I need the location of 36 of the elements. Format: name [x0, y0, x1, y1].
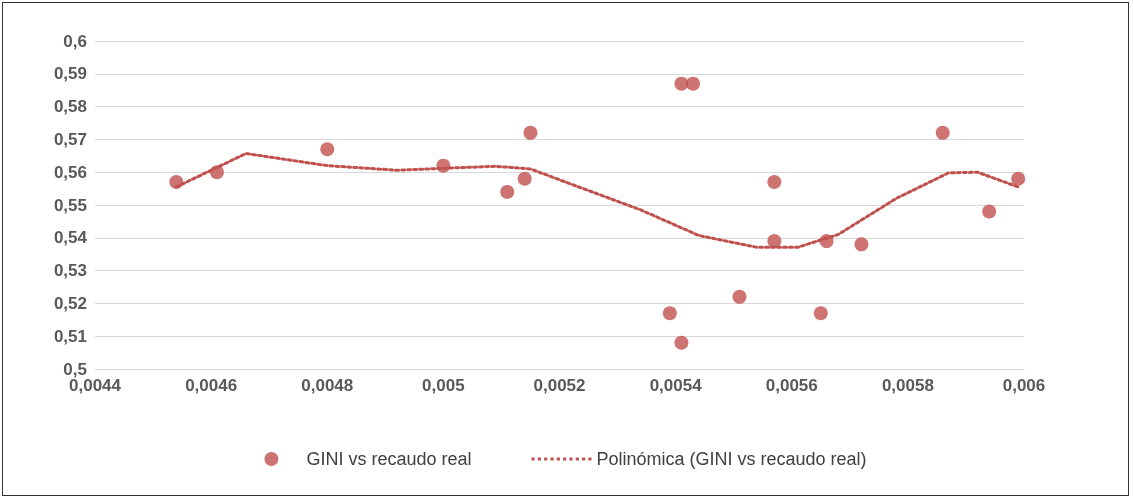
point — [732, 289, 747, 304]
y-tick-label: 0,56 — [53, 162, 87, 182]
point — [1011, 171, 1026, 186]
point — [767, 234, 782, 249]
y-tick-label: 0,51 — [53, 326, 87, 346]
x-tick-label: 0,0054 — [649, 376, 703, 395]
point — [935, 125, 950, 140]
y-tick-label: 0,55 — [53, 195, 87, 215]
x-tick-label: 0,006 — [1002, 376, 1046, 395]
point — [686, 76, 701, 91]
point — [767, 175, 782, 190]
x-tick-label: 0,0052 — [533, 376, 586, 395]
point — [500, 184, 515, 199]
y-tick-label: 0,6 — [63, 31, 87, 51]
x-tick-label: 0,0058 — [881, 376, 934, 395]
y-tick-label: 0,5 — [63, 359, 87, 379]
point — [854, 237, 869, 252]
x-tick-label: 0,0048 — [301, 376, 354, 395]
x-tick-label: 0,0056 — [765, 376, 818, 395]
legend-label: Polinómica (GINI vs recaudo real) — [596, 449, 867, 469]
point — [662, 306, 677, 321]
point — [982, 204, 997, 219]
y-tick-label: 0,58 — [53, 97, 87, 117]
point — [517, 171, 532, 186]
y-tick-label: 0,57 — [53, 129, 87, 149]
point — [813, 306, 828, 321]
y-tick-label: 0,54 — [53, 228, 88, 248]
y-tick-label: 0,52 — [53, 293, 87, 313]
y-tick-label: 0,59 — [53, 64, 87, 84]
y-tick-label: 0,53 — [53, 261, 87, 281]
legend-label: GINI vs recaudo real — [306, 449, 472, 469]
x-tick-label: 0,0046 — [185, 376, 238, 395]
point — [523, 125, 538, 140]
point — [320, 142, 335, 157]
x-tick-label: 0,005 — [422, 376, 465, 395]
point — [674, 335, 689, 350]
